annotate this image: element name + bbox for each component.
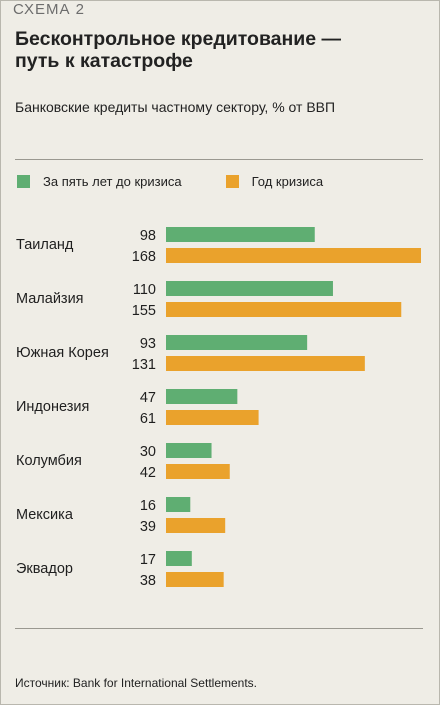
bar-crisis-year [166,518,226,533]
legend-swatch-orange [225,175,239,188]
value-label: 110 [133,282,156,298]
category-label: Эквадор [16,561,73,577]
bar-crisis-year [166,572,224,587]
value-label: 155 [132,303,156,319]
title-line-1: Бесконтрольное кредитование — [15,28,342,50]
bar-crisis-year [166,464,230,479]
category-label: Мексика [16,507,74,523]
category-label: Малайзия [16,291,84,307]
bar-before-crisis [166,281,333,296]
bar-crisis-year [166,248,421,263]
legend-label-series2: Год кризиса [251,174,324,189]
bar-crisis-year [166,410,259,425]
chart-subtitle: Банковские кредиты частному сектору, % о… [15,99,336,115]
value-label: 39 [140,519,156,535]
bar-before-crisis [166,551,192,566]
value-label: 47 [140,390,156,406]
legend-item-series2: Год кризиса [225,174,324,189]
bar-crisis-year [166,356,365,371]
bar-crisis-year [166,302,402,317]
category-label: Таиланд [16,237,74,253]
value-label: 131 [132,357,156,373]
value-label: 17 [140,552,156,568]
bar-before-crisis [166,443,212,458]
category-label: Индонезия [16,399,89,415]
title-line-2: путь к катастрофе [15,50,193,72]
value-label: 42 [140,465,156,481]
category-label: Южная Корея [16,345,109,361]
bar-before-crisis [166,389,238,404]
source-note: Источник: Bank for International Settlem… [15,676,257,690]
legend: За пять лет до кризиса Год кризиса [17,174,367,189]
legend-item-series1: За пять лет до кризиса [17,174,182,189]
bar-before-crisis [166,227,315,242]
top-divider [15,159,423,160]
scheme-label: СХЕМА 2 [13,1,86,18]
value-label: 98 [140,228,156,244]
value-label: 38 [140,573,156,589]
value-label: 168 [132,249,156,265]
legend-swatch-green [17,175,30,188]
bar-before-crisis [166,335,308,350]
bottom-divider [15,628,423,629]
value-label: 30 [140,444,156,460]
bar-before-crisis [166,497,191,512]
category-label: Колумбия [16,453,82,469]
value-label: 93 [140,336,156,352]
value-label: 16 [140,498,156,514]
value-label: 61 [140,411,156,427]
chart-title: Бесконтрольное кредитование — путь к кат… [15,28,425,72]
legend-label-series1: За пять лет до кризиса [43,174,182,189]
